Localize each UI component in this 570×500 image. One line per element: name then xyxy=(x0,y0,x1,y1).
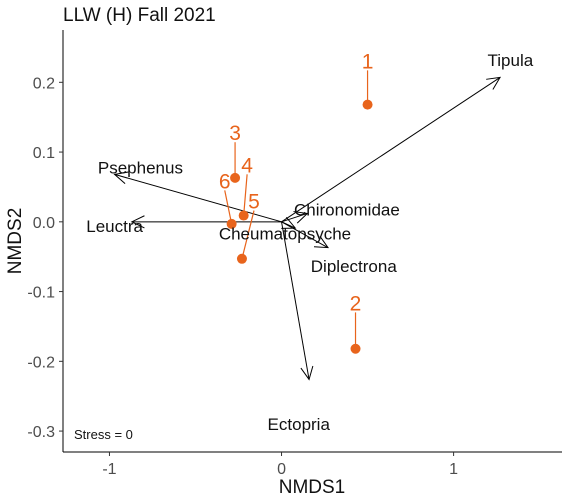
species-arrow xyxy=(281,212,308,223)
species-label: Ectopria xyxy=(268,415,331,434)
species-label: Tipula xyxy=(488,51,534,70)
site-point xyxy=(236,253,247,264)
y-tick-label: 0.1 xyxy=(33,145,55,162)
species-arrowhead xyxy=(300,365,314,381)
x-axis-title: NMDS1 xyxy=(279,477,346,498)
site-point xyxy=(362,99,373,110)
species-arrowhead xyxy=(293,211,309,224)
x-tick-label: -1 xyxy=(102,461,116,478)
site-label: 1 xyxy=(362,50,374,73)
site-leader-line xyxy=(241,210,255,259)
y-tick-label: 0.0 xyxy=(33,215,55,232)
site-label: 3 xyxy=(229,122,241,145)
site-label: 2 xyxy=(350,292,362,315)
y-tick-label: 0.2 xyxy=(33,75,55,92)
species-label: Diplectrona xyxy=(311,257,398,276)
species-arrowhead xyxy=(281,217,297,229)
site-point xyxy=(350,343,361,354)
site-label: 4 xyxy=(241,154,253,177)
species-arrowhead xyxy=(486,76,502,90)
y-tick-label: -0.1 xyxy=(27,285,55,302)
stress-annotation: Stress = 0 xyxy=(74,427,133,442)
x-tick-label: 1 xyxy=(449,461,458,478)
chart-title: LLW (H) Fall 2021 xyxy=(63,5,216,26)
site-point xyxy=(230,172,241,183)
species-label: Psephenus xyxy=(98,158,183,177)
y-axis-title: NMDS2 xyxy=(5,208,26,275)
y-tick-label: -0.3 xyxy=(27,424,55,441)
site-point xyxy=(226,218,237,229)
site-point xyxy=(238,210,249,221)
site-label: 5 xyxy=(248,191,260,214)
plot-area: 123456TipulaPsephenusLeuctraChironomidae… xyxy=(86,50,533,434)
species-arrowhead xyxy=(130,215,145,229)
species-label: Chironomidae xyxy=(294,200,400,219)
species-arrowhead xyxy=(313,235,329,249)
site-leader-line xyxy=(243,174,248,216)
species-arrowhead xyxy=(113,171,129,185)
site-label: 6 xyxy=(219,170,231,193)
site-leader-line xyxy=(224,190,233,225)
species-arrow xyxy=(281,221,310,380)
species-arrow xyxy=(281,77,501,223)
species-label: Cheumatopsyche xyxy=(219,225,351,244)
x-tick-label: 0 xyxy=(277,461,286,478)
species-label: Leuctra xyxy=(86,217,143,236)
species-arrow xyxy=(281,221,329,249)
y-tick-label: -0.2 xyxy=(27,354,55,371)
